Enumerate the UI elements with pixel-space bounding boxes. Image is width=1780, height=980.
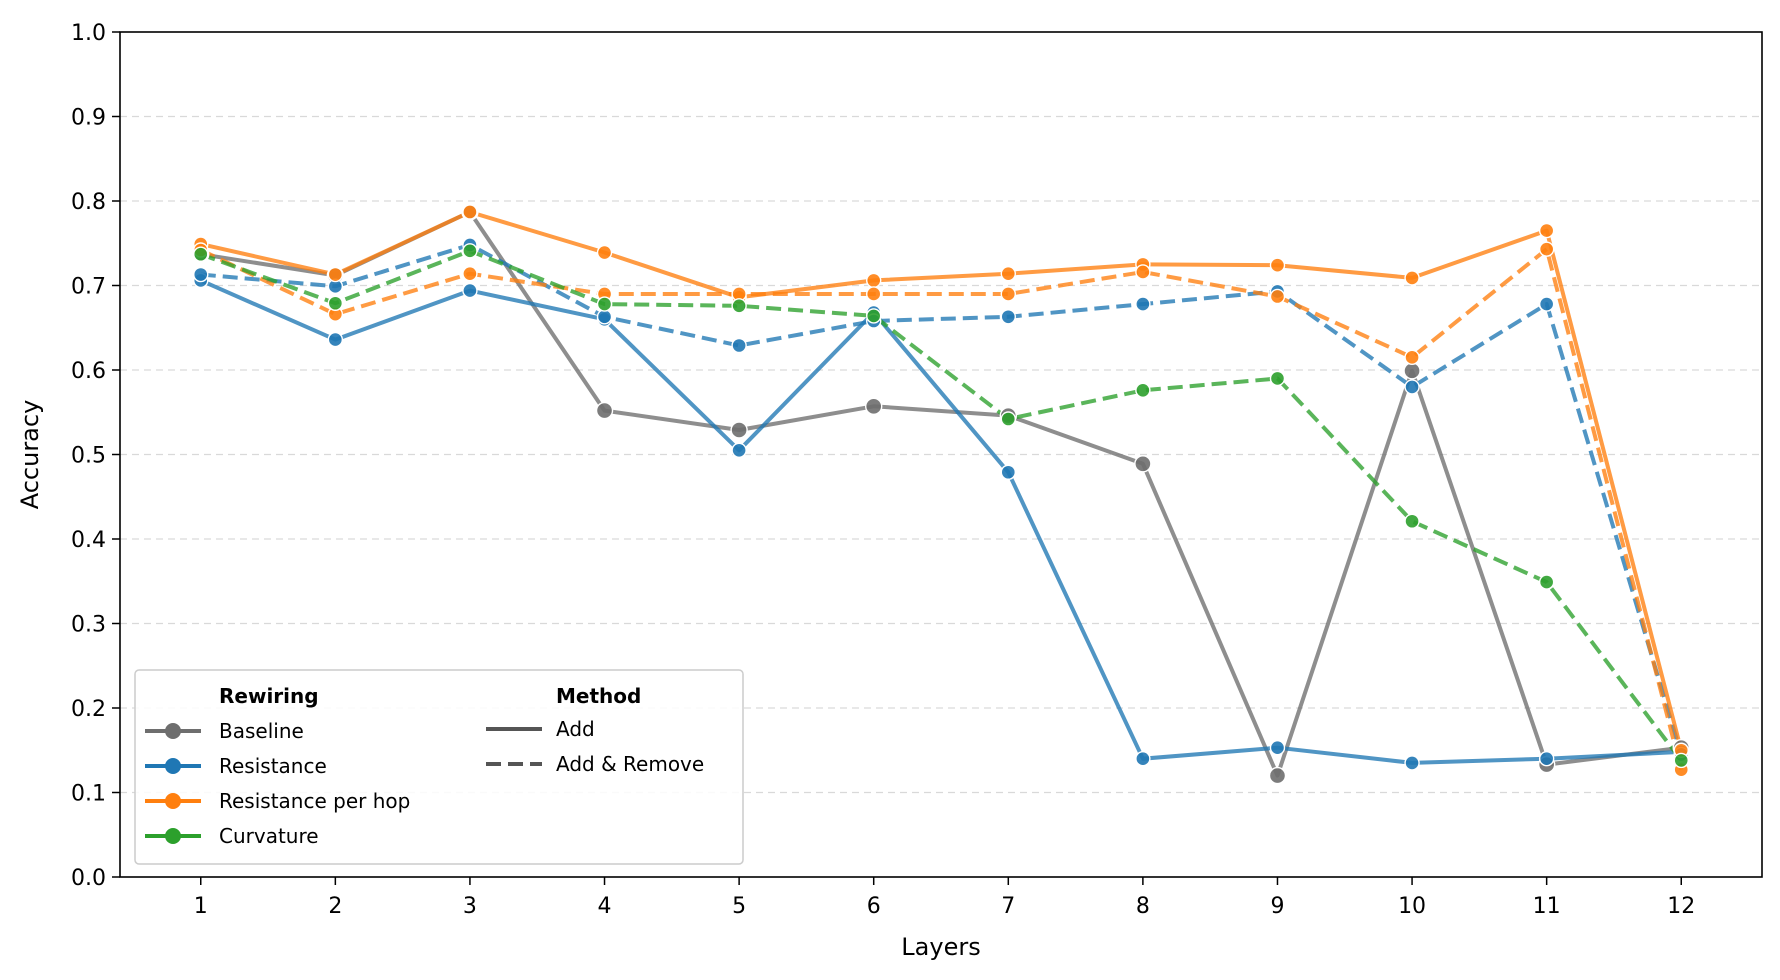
x-tick-label: 10 xyxy=(1398,894,1426,919)
y-tick-label: 0.3 xyxy=(71,613,106,638)
data-point-resistance-add xyxy=(327,331,344,348)
data-point-resistance-add-and-remove xyxy=(596,309,613,325)
data-point-curvature-add-and-remove xyxy=(327,295,344,311)
data-point-resistance-add-and-remove xyxy=(1000,309,1016,325)
legend-title-rewiring: Rewiring xyxy=(219,684,319,708)
data-point-resistance-per-hop-add-and-remove xyxy=(1269,288,1286,305)
data-point-resistance-per-hop-add-and-remove xyxy=(1538,241,1555,257)
y-tick-label: 0.2 xyxy=(71,697,106,722)
legend-item-add: Add xyxy=(556,717,595,741)
y-tick-label: 0.6 xyxy=(71,359,106,384)
data-point-curvature-add-and-remove xyxy=(1269,370,1286,387)
x-axis-ticks: 1 2 3 4 5 6 7 8 9 10 11 12 xyxy=(194,877,1695,919)
x-tick-label: 9 xyxy=(1270,894,1284,919)
data-point-curvature-add-and-remove xyxy=(193,246,209,262)
y-tick-label: 0.8 xyxy=(71,190,106,215)
data-point-baseline-add xyxy=(1268,766,1287,785)
data-point-baseline-add xyxy=(1134,455,1152,473)
y-tick-label: 0.4 xyxy=(71,528,106,553)
legend-item-add-remove: Add & Remove xyxy=(556,752,704,776)
data-point-resistance-per-hop-add xyxy=(1000,265,1016,282)
data-point-resistance-add xyxy=(731,442,747,458)
data-point-resistance-per-hop-add xyxy=(462,204,478,220)
data-point-resistance-per-hop-add-and-remove xyxy=(1135,264,1151,280)
legend-item-resistance: Resistance xyxy=(219,754,327,778)
data-point-resistance-add-and-remove xyxy=(1404,379,1420,395)
legend-title-method: Method xyxy=(556,684,641,708)
data-point-resistance-per-hop-add-and-remove xyxy=(1404,349,1420,366)
x-tick-label: 7 xyxy=(1001,894,1015,919)
series-line-curvature-add-and-remove xyxy=(200,248,1683,762)
series-line-resistance-per-hop-add xyxy=(200,210,1684,751)
data-point-resistance-add xyxy=(462,282,478,299)
x-tick-label: 5 xyxy=(732,894,746,919)
data-point-resistance-add-and-remove xyxy=(1135,296,1151,312)
x-tick-label: 8 xyxy=(1136,894,1150,919)
data-point-curvature-add-and-remove xyxy=(731,298,747,314)
data-point-resistance-add-and-remove xyxy=(1538,296,1555,312)
series-lines xyxy=(199,210,1684,778)
data-point-baseline-add xyxy=(595,401,614,420)
series-line-resistance-per-hop-add-and-remove xyxy=(199,247,1684,771)
data-point-resistance-per-hop-add-and-remove xyxy=(462,265,478,282)
y-tick-label: 0.9 xyxy=(71,106,106,131)
data-point-curvature-add-and-remove xyxy=(866,308,882,324)
data-point-resistance-per-hop-add xyxy=(1538,222,1555,239)
series-markers xyxy=(192,203,1690,785)
x-tick-label: 6 xyxy=(867,894,881,919)
legend-marker-baseline xyxy=(165,723,181,739)
data-point-curvature-add-and-remove xyxy=(1000,411,1016,427)
data-point-resistance-add xyxy=(1404,755,1420,771)
legend-marker-resistance-per-hop xyxy=(165,793,181,809)
y-tick-label: 0.5 xyxy=(71,444,106,469)
x-tick-label: 2 xyxy=(328,894,342,919)
series-line-resistance-add xyxy=(199,278,1682,765)
data-point-curvature-add-and-remove xyxy=(1135,382,1151,398)
legend-item-baseline: Baseline xyxy=(219,719,304,743)
y-axis-ticks: 0.0 0.1 0.2 0.3 0.4 0.5 0.6 0.7 0.8 0.9 1.0 xyxy=(71,21,120,891)
y-axis-label: Accuracy xyxy=(16,400,44,510)
data-point-resistance-add-and-remove xyxy=(731,337,747,354)
x-tick-label: 3 xyxy=(463,894,477,919)
data-point-resistance-add xyxy=(1269,740,1286,756)
data-point-curvature-add-and-remove xyxy=(1404,513,1420,529)
data-point-resistance-per-hop-add xyxy=(1404,270,1420,286)
data-point-baseline-add xyxy=(1403,362,1421,380)
data-point-resistance-add xyxy=(1135,751,1151,767)
data-point-baseline-add xyxy=(730,421,748,439)
legend-frame xyxy=(134,669,744,865)
data-point-resistance-per-hop-add xyxy=(596,244,613,261)
legend-item-curvature: Curvature xyxy=(219,824,319,848)
y-tick-label: 0.1 xyxy=(71,782,106,807)
x-axis-label: Layers xyxy=(901,933,980,961)
data-point-curvature-add-and-remove xyxy=(1538,574,1555,590)
x-tick-label: 4 xyxy=(598,894,612,919)
y-tick-label: 1.0 xyxy=(71,21,106,46)
y-tick-label: 0.7 xyxy=(71,275,106,300)
data-point-resistance-add xyxy=(1538,751,1555,767)
y-tick-label: 0.0 xyxy=(71,866,106,891)
legend-marker-resistance xyxy=(165,758,181,774)
data-point-resistance-add xyxy=(1000,464,1016,480)
data-point-resistance-per-hop-add-and-remove xyxy=(866,286,882,302)
data-point-resistance-per-hop-add xyxy=(1269,257,1286,273)
data-point-baseline-add xyxy=(865,397,883,416)
data-point-resistance-per-hop-add xyxy=(327,266,344,283)
x-tick-label: 11 xyxy=(1533,894,1561,919)
legend-marker-curvature xyxy=(165,828,181,844)
data-point-resistance-add-and-remove xyxy=(193,266,209,283)
x-tick-label: 1 xyxy=(194,894,208,919)
data-point-curvature-add-and-remove xyxy=(1673,752,1689,769)
series-line-resistance-add-and-remove xyxy=(200,242,1684,756)
x-tick-label: 12 xyxy=(1667,894,1695,919)
data-point-curvature-add-and-remove xyxy=(462,243,478,259)
data-point-curvature-add-and-remove xyxy=(596,296,613,312)
data-point-resistance-per-hop-add xyxy=(866,272,882,289)
data-point-resistance-per-hop-add-and-remove xyxy=(1000,286,1016,302)
grid-lines xyxy=(120,115,1762,794)
legend-item-resistance-per-hop: Resistance per hop xyxy=(219,789,410,813)
legend: Rewiring Method Baseline Resistance Resi… xyxy=(134,669,744,865)
